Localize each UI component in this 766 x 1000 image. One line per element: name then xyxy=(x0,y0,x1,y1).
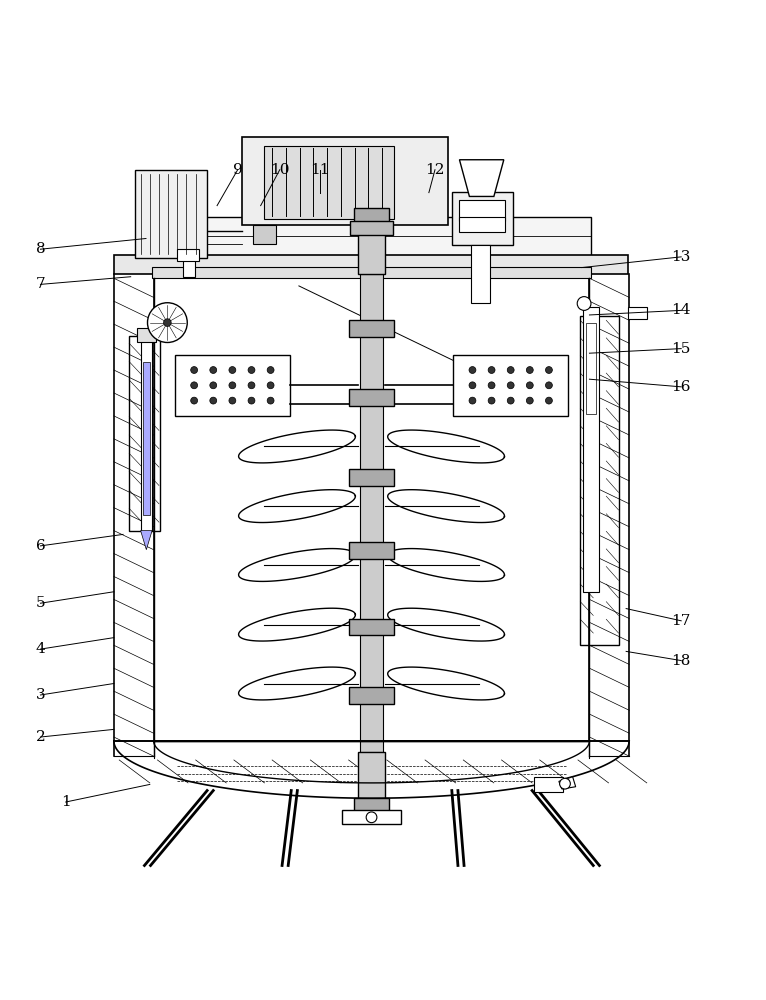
Text: 6: 6 xyxy=(35,539,45,553)
Bar xyxy=(452,192,513,245)
Circle shape xyxy=(248,382,255,389)
Bar xyxy=(175,355,290,416)
Text: 13: 13 xyxy=(672,250,691,264)
Bar xyxy=(627,307,647,319)
Text: 15: 15 xyxy=(672,342,691,356)
Bar xyxy=(114,255,627,274)
Bar xyxy=(152,217,591,269)
Bar xyxy=(129,336,160,531)
Circle shape xyxy=(229,397,236,404)
Bar xyxy=(143,362,150,515)
Circle shape xyxy=(148,303,187,342)
Bar xyxy=(241,137,448,225)
Circle shape xyxy=(191,397,198,404)
Circle shape xyxy=(469,397,476,404)
Bar xyxy=(349,389,394,406)
Bar xyxy=(176,249,199,261)
Circle shape xyxy=(545,367,552,373)
Circle shape xyxy=(267,382,274,389)
Text: 14: 14 xyxy=(672,303,691,317)
Circle shape xyxy=(248,397,255,404)
Circle shape xyxy=(267,397,274,404)
Circle shape xyxy=(469,367,476,373)
Bar xyxy=(471,245,490,303)
Polygon shape xyxy=(559,777,576,789)
Circle shape xyxy=(488,382,495,389)
Circle shape xyxy=(545,382,552,389)
Circle shape xyxy=(545,397,552,404)
Polygon shape xyxy=(460,160,504,196)
Bar xyxy=(453,355,568,416)
Bar xyxy=(349,619,394,635)
Bar xyxy=(135,170,207,258)
Circle shape xyxy=(507,367,514,373)
Circle shape xyxy=(526,382,533,389)
Bar xyxy=(535,777,564,792)
Text: 11: 11 xyxy=(310,163,330,177)
Circle shape xyxy=(164,319,172,326)
Bar xyxy=(587,323,595,414)
Text: 18: 18 xyxy=(672,654,691,668)
Bar xyxy=(253,225,276,244)
Bar xyxy=(349,469,394,486)
Text: 8: 8 xyxy=(36,242,45,256)
Bar xyxy=(264,146,394,219)
Polygon shape xyxy=(141,531,152,550)
Bar xyxy=(460,217,506,232)
Bar xyxy=(349,320,394,337)
Circle shape xyxy=(469,382,476,389)
Bar xyxy=(137,328,156,342)
Bar xyxy=(360,274,383,752)
Circle shape xyxy=(488,367,495,373)
Circle shape xyxy=(210,397,217,404)
Text: 7: 7 xyxy=(36,277,45,291)
Text: 12: 12 xyxy=(425,163,445,177)
Bar xyxy=(358,752,385,802)
Text: 17: 17 xyxy=(672,614,691,628)
Bar xyxy=(154,274,590,741)
Text: 9: 9 xyxy=(233,163,243,177)
Bar xyxy=(460,200,506,221)
Circle shape xyxy=(507,382,514,389)
Circle shape xyxy=(248,367,255,373)
Circle shape xyxy=(191,382,198,389)
Circle shape xyxy=(229,382,236,389)
Circle shape xyxy=(267,367,274,373)
Circle shape xyxy=(210,382,217,389)
Bar xyxy=(349,687,394,704)
Bar xyxy=(342,810,401,824)
Bar xyxy=(350,221,393,235)
Text: 5: 5 xyxy=(36,596,45,610)
Bar xyxy=(358,187,385,274)
Circle shape xyxy=(526,397,533,404)
Text: 4: 4 xyxy=(35,642,45,656)
Bar xyxy=(152,267,591,278)
Text: 10: 10 xyxy=(270,163,290,177)
Circle shape xyxy=(507,397,514,404)
Bar xyxy=(584,307,598,592)
Text: 3: 3 xyxy=(36,688,45,702)
Circle shape xyxy=(191,367,198,373)
Bar xyxy=(354,798,389,812)
Circle shape xyxy=(560,778,571,789)
Text: 1: 1 xyxy=(61,795,70,809)
Bar xyxy=(581,316,618,645)
Text: 16: 16 xyxy=(672,380,691,394)
Circle shape xyxy=(229,367,236,373)
Circle shape xyxy=(578,297,591,310)
Circle shape xyxy=(366,812,377,823)
Circle shape xyxy=(488,397,495,404)
Bar xyxy=(141,339,152,531)
Bar xyxy=(182,258,195,277)
Text: 2: 2 xyxy=(35,730,45,744)
Bar xyxy=(349,542,394,559)
Bar xyxy=(354,208,389,223)
Circle shape xyxy=(210,367,217,373)
Circle shape xyxy=(526,367,533,373)
